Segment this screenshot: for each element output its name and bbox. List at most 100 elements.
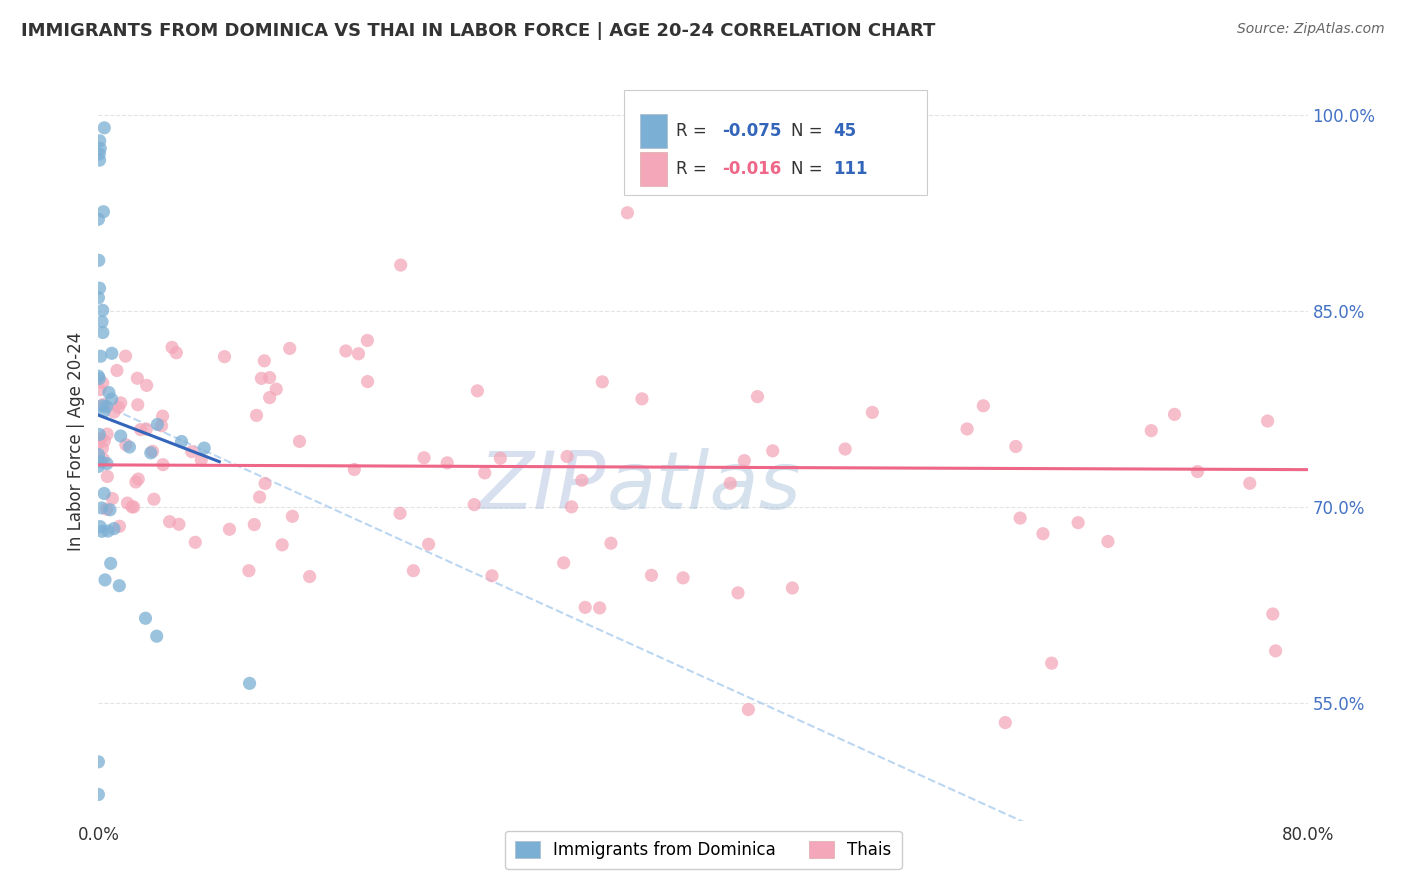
Point	[115, 438, 138, 452]
Point	[335, 343, 357, 358]
Point	[347, 347, 370, 361]
Point	[135, 422, 157, 436]
Point	[553, 556, 575, 570]
Point	[574, 600, 596, 615]
Point	[87, 253, 110, 268]
Point	[93, 486, 115, 500]
Bar	[640, 113, 666, 148]
Point	[245, 409, 267, 423]
Point	[90, 500, 112, 515]
Point	[994, 715, 1017, 730]
Point	[600, 536, 623, 550]
Point	[108, 579, 131, 593]
Point	[288, 434, 311, 449]
Point	[474, 466, 496, 480]
Point	[160, 340, 183, 354]
Point	[96, 400, 118, 414]
Point	[91, 524, 114, 539]
Point	[640, 568, 662, 582]
Point	[142, 444, 165, 458]
Point	[170, 434, 193, 449]
Text: R =: R =	[676, 160, 713, 178]
Point	[93, 120, 115, 135]
Point	[271, 538, 294, 552]
Point	[727, 586, 749, 600]
Point	[117, 496, 139, 510]
Point	[278, 342, 301, 356]
Point	[165, 345, 187, 359]
Point	[146, 417, 169, 432]
Point	[167, 517, 190, 532]
Point	[389, 258, 412, 272]
Point	[1163, 408, 1185, 422]
Point	[762, 443, 785, 458]
Text: 111: 111	[834, 160, 868, 178]
Legend: Immigrants from Dominica, Thais: Immigrants from Dominica, Thais	[505, 831, 901, 869]
Point	[259, 370, 281, 384]
Text: -0.016: -0.016	[723, 160, 782, 178]
Point	[616, 206, 638, 220]
FancyBboxPatch shape	[624, 90, 927, 195]
Point	[467, 384, 489, 398]
Text: N =: N =	[792, 160, 828, 178]
Point	[114, 349, 136, 363]
Point	[489, 451, 512, 466]
Point	[89, 519, 111, 533]
Point	[87, 369, 110, 384]
Point	[259, 391, 281, 405]
Text: -0.075: -0.075	[723, 121, 782, 140]
Point	[249, 490, 271, 504]
Point	[91, 398, 114, 412]
Point	[243, 517, 266, 532]
Point	[91, 399, 114, 413]
Point	[87, 755, 110, 769]
Point	[118, 440, 141, 454]
Point	[281, 509, 304, 524]
Point	[96, 469, 118, 483]
Point	[152, 458, 174, 472]
Point	[142, 492, 165, 507]
Point	[121, 500, 143, 514]
Point	[782, 581, 804, 595]
Point	[93, 404, 115, 418]
Point	[402, 564, 425, 578]
Point	[89, 371, 111, 385]
Point	[672, 571, 695, 585]
Point	[105, 363, 128, 377]
Point	[87, 212, 110, 227]
Point	[1239, 476, 1261, 491]
Point	[127, 472, 149, 486]
Point	[89, 281, 111, 295]
Point	[96, 427, 118, 442]
Text: Source: ZipAtlas.com: Source: ZipAtlas.com	[1237, 22, 1385, 37]
Point	[91, 303, 114, 318]
Point	[718, 476, 741, 491]
Point	[87, 291, 110, 305]
Point	[145, 629, 167, 643]
Point	[860, 405, 883, 419]
Point	[1261, 607, 1284, 621]
Point	[253, 353, 276, 368]
Point	[481, 568, 503, 582]
Point	[122, 500, 145, 514]
Point	[110, 396, 132, 410]
Point	[463, 498, 485, 512]
Point	[89, 141, 111, 155]
Point	[93, 434, 115, 448]
Point	[90, 454, 112, 468]
Point	[93, 204, 115, 219]
Point	[561, 500, 583, 514]
Point	[956, 422, 979, 436]
Point	[1140, 424, 1163, 438]
Point	[135, 378, 157, 392]
Point	[101, 346, 124, 360]
Point	[101, 491, 124, 506]
Point	[1040, 656, 1063, 670]
Point	[190, 453, 212, 467]
Point	[93, 452, 115, 467]
Point	[87, 448, 110, 462]
Point	[343, 462, 366, 476]
Point	[127, 398, 149, 412]
Point	[555, 450, 578, 464]
Point	[87, 435, 110, 450]
